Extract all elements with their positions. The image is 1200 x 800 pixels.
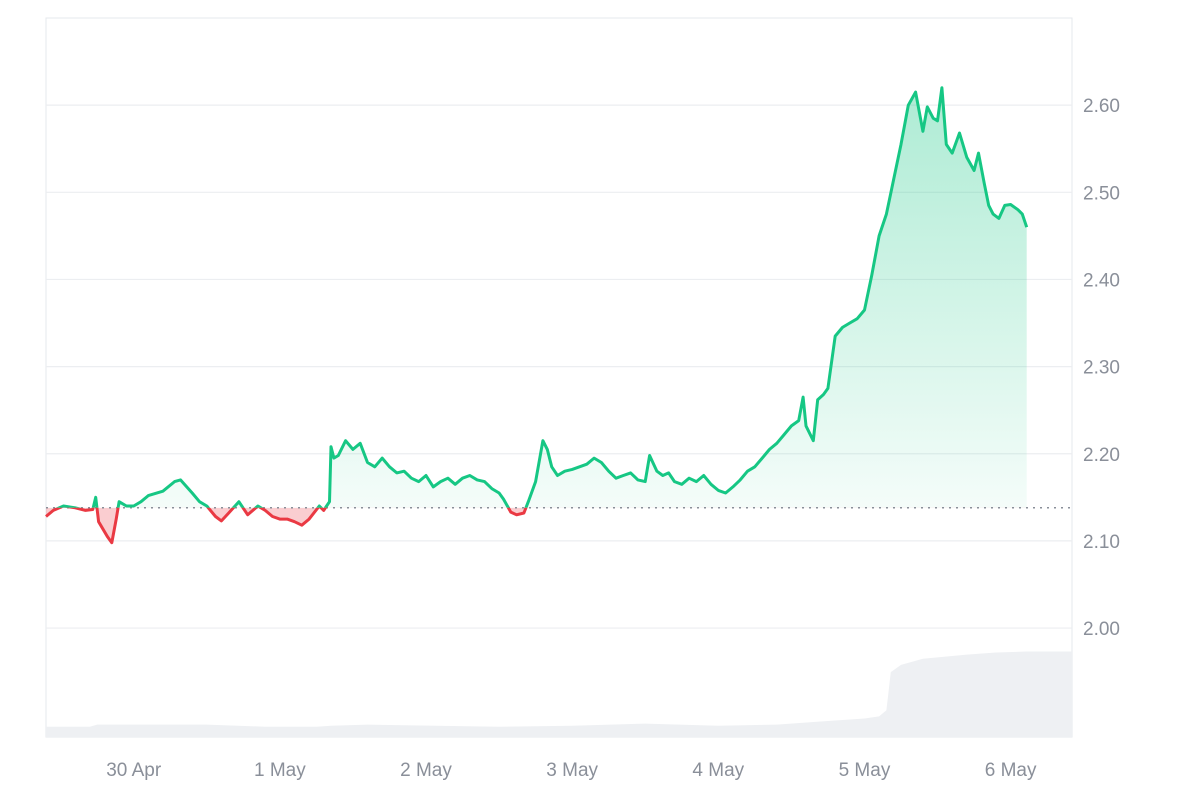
price-line-down [45, 507, 528, 545]
x-tick-label: 3 May [546, 760, 598, 781]
y-tick-label: 2.50 [1083, 183, 1120, 204]
x-tick-label: 5 May [839, 760, 891, 781]
price-line-up [55, 86, 1029, 508]
line-layer [45, 86, 1029, 545]
volume-layer [46, 651, 1072, 737]
volume-area [46, 651, 1072, 737]
area-layer [46, 87, 1027, 543]
x-tick-label: 1 May [254, 760, 306, 781]
y-tick-label: 2.00 [1083, 619, 1120, 640]
y-tick-label: 2.30 [1083, 358, 1120, 379]
x-axis: 30 Apr 1 May 2 May 3 May 4 May 5 May 6 May [106, 760, 1037, 781]
x-tick-label: 4 May [692, 760, 744, 781]
y-tick-label: 2.20 [1083, 445, 1120, 466]
price-area-down [46, 507, 1027, 543]
x-tick-label: 30 Apr [106, 760, 162, 781]
x-tick-label: 6 May [985, 760, 1037, 781]
x-tick-label: 2 May [400, 760, 452, 781]
y-tick-label: 2.40 [1083, 270, 1120, 291]
price-area-up [59, 87, 1027, 508]
y-tick-label: 2.10 [1083, 532, 1120, 553]
y-tick-label: 2.60 [1083, 96, 1120, 117]
y-axis: 2.00 2.10 2.20 2.30 2.40 2.50 2.60 [1083, 96, 1120, 640]
